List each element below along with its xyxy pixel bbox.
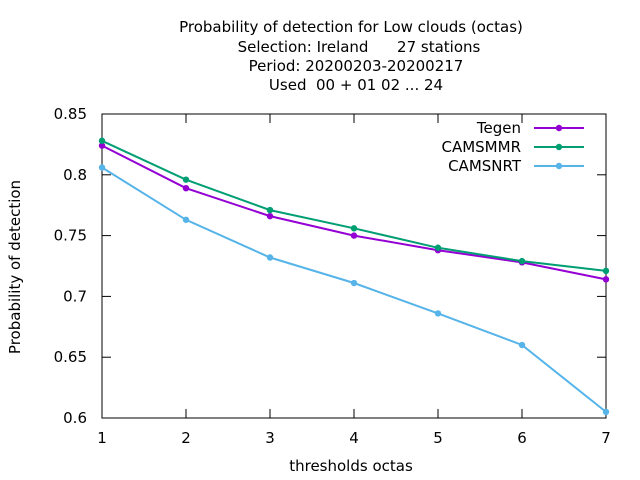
data-point (602, 276, 610, 283)
x-tick-label: 1 (97, 429, 107, 447)
chart-title-line-2: Selection: Ireland 27 stations (238, 38, 481, 56)
series-line (101, 144, 607, 281)
data-point (434, 244, 442, 251)
legend-swatch-marker (555, 124, 563, 132)
x-tick-label: 3 (265, 429, 275, 447)
data-point (518, 341, 526, 349)
y-tick-label: 0.75 (54, 227, 87, 245)
y-tick-label: 0.6 (63, 409, 87, 427)
data-point (602, 267, 610, 275)
y-tick-label: 0.85 (54, 105, 87, 123)
data-point (182, 216, 190, 223)
x-axis-label: thresholds octas (289, 457, 413, 475)
chart-title-line-4: Used 00 + 01 02 ... 24 (269, 76, 443, 94)
data-point (182, 184, 190, 192)
series-camsnrt (98, 164, 610, 416)
x-tick-label: 4 (349, 429, 359, 447)
data-point (266, 206, 274, 214)
data-point (434, 310, 442, 317)
legend-label: CAMSNRT (448, 157, 522, 175)
legend-label: CAMSMMR (441, 138, 521, 156)
data-point (98, 142, 106, 149)
chart-title-line-3: Period: 20200203-20200217 (249, 57, 464, 75)
legend-label: Tegen (476, 119, 521, 137)
data-point (350, 225, 358, 232)
legend-swatch-marker (555, 162, 563, 170)
chart-title-line-1: Probability of detection for Low clouds … (179, 18, 523, 36)
data-point (602, 408, 610, 416)
series-line (101, 166, 607, 413)
series-line (101, 139, 607, 272)
series-group (98, 137, 610, 416)
data-point (518, 257, 526, 265)
data-point (98, 137, 106, 144)
data-point (98, 164, 106, 171)
data-point (266, 254, 274, 261)
data-point (350, 279, 358, 287)
y-tick-label: 0.8 (63, 166, 87, 184)
data-point (182, 176, 190, 183)
series-camsmmr (98, 137, 610, 275)
y-tick-label: 0.7 (63, 287, 87, 305)
x-tick-label: 5 (433, 429, 443, 447)
y-axis-label: Probability of detection (6, 180, 24, 354)
x-tick-label: 7 (601, 429, 611, 447)
plot-frame (101, 113, 607, 419)
x-tick-label: 6 (517, 429, 527, 447)
legend-swatch-marker (555, 143, 563, 151)
y-tick-label: 0.65 (54, 348, 87, 366)
data-point (350, 232, 358, 239)
x-tick-label: 2 (181, 429, 191, 447)
data-point (266, 212, 274, 220)
axis-ticks: 1 2 3 4 5 6 7 0.6 0.65 0.7 0.75 0.8 0.85 (54, 105, 611, 447)
